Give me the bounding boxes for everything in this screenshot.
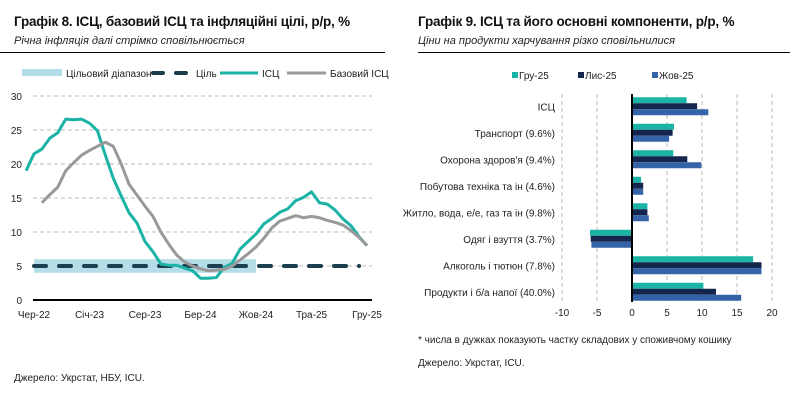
bar bbox=[632, 129, 673, 136]
x-tick-label: 0 bbox=[629, 308, 635, 319]
bar bbox=[632, 123, 674, 130]
left-divider bbox=[0, 52, 385, 53]
y-tick-label: 30 bbox=[11, 92, 23, 103]
x-tick-label: Сер-23 bbox=[129, 310, 162, 321]
x-tick-label: 20 bbox=[766, 308, 778, 319]
x-tick-label: Жов-24 bbox=[239, 310, 274, 321]
legend-swatch bbox=[512, 72, 518, 78]
bar bbox=[591, 241, 632, 248]
bar bbox=[632, 97, 687, 104]
x-tick-label: Чер-22 bbox=[18, 310, 51, 321]
category-label: Продукти і б/а напої (40.0%) bbox=[424, 287, 555, 299]
x-tick-label: 5 bbox=[664, 308, 670, 319]
right-divider bbox=[418, 52, 790, 53]
bar bbox=[632, 262, 762, 269]
bar bbox=[632, 288, 716, 295]
bar bbox=[632, 182, 644, 189]
right-source: Джерело: Укрстат, ICU. bbox=[418, 358, 525, 369]
x-tick-label: Тра-25 bbox=[296, 310, 328, 321]
bar bbox=[632, 135, 670, 142]
left-source: Джерело: Укрстат, НБУ, ICU. bbox=[14, 373, 145, 384]
bar bbox=[632, 188, 644, 195]
x-tick-label: Січ-23 bbox=[75, 310, 105, 321]
legend-swatch bbox=[652, 72, 658, 78]
bar bbox=[632, 150, 674, 157]
y-tick-label: 0 bbox=[16, 296, 22, 307]
y-tick-label: 5 bbox=[16, 262, 22, 273]
right-chart-subtitle: Ціни на продукти харчування різко сповіл… bbox=[418, 35, 676, 47]
legend-swatch bbox=[578, 72, 584, 78]
core-cpi-line bbox=[40, 140, 369, 273]
x-tick-label: -5 bbox=[593, 308, 602, 319]
bar-chart: -10 -5 0 5 10 15 20 ІСЦ Транспорт (9.6%) Охорона … bbox=[403, 71, 778, 319]
x-tick-label: 15 bbox=[731, 308, 743, 319]
x-tick-label: Гру-25 bbox=[352, 310, 382, 321]
legend-label: Цільовий діапазон bbox=[66, 69, 152, 80]
x-tick-label: Бер-24 bbox=[184, 310, 217, 321]
line-chart: 0 5 10 15 20 25 30 Чер-22 Січ-23 Сер-23 Бер-24 Жов-… bbox=[11, 69, 389, 321]
legend-label: Жов-25 bbox=[659, 71, 694, 82]
legend-label: Гру-25 bbox=[519, 71, 549, 82]
cpi-line bbox=[24, 117, 369, 280]
category-label: Транспорт (9.6%) bbox=[475, 129, 555, 140]
bar bbox=[632, 282, 704, 289]
y-tick-label: 15 bbox=[11, 194, 23, 205]
bar bbox=[632, 109, 709, 116]
y-tick-label: 20 bbox=[11, 160, 23, 171]
bar bbox=[632, 203, 648, 210]
bar bbox=[632, 256, 754, 263]
legend-label: ІСЦ bbox=[262, 69, 280, 80]
bar bbox=[632, 156, 688, 163]
category-label: Побутова техніка та ін (4.6%) bbox=[420, 181, 555, 193]
category-label: Одяг і взуття (3.7%) bbox=[463, 235, 555, 246]
legend-label: Лис-25 bbox=[585, 71, 617, 82]
bar bbox=[590, 235, 632, 242]
y-tick-label: 10 bbox=[11, 228, 23, 239]
y-tick-label: 25 bbox=[11, 126, 23, 137]
bar bbox=[632, 209, 648, 216]
category-label: ІСЦ bbox=[538, 102, 556, 113]
legend-label: Ціль bbox=[196, 69, 217, 80]
x-tick-label: -10 bbox=[555, 308, 570, 319]
bar bbox=[632, 176, 642, 183]
right-chart-title: Графік 9. ІСЦ та його основні компоненти… bbox=[418, 14, 735, 29]
x-tick-label: 10 bbox=[696, 308, 708, 319]
left-chart-title: Графік 8. ІСЦ, базовий ІСЦ та інфляційні… bbox=[14, 14, 350, 29]
right-footnote: * числа в дужках показують частку складо… bbox=[418, 335, 732, 346]
category-label: Охорона здоров'я (9.4%) bbox=[440, 155, 555, 166]
bar bbox=[632, 268, 762, 275]
bar bbox=[632, 294, 742, 301]
bar bbox=[632, 103, 698, 110]
bar bbox=[632, 162, 702, 169]
legend-swatch-target-range bbox=[22, 69, 62, 76]
bar bbox=[632, 215, 649, 222]
left-chart-subtitle: Річна інфляція далі стрімко сповільнюєть… bbox=[14, 35, 245, 47]
bar bbox=[590, 229, 632, 236]
category-label: Житло, вода, е/е, газ та ін (9.8%) bbox=[403, 208, 555, 219]
legend-label: Базовий ІСЦ bbox=[330, 69, 389, 80]
category-label: Алкоголь і тютюн (7.8%) bbox=[443, 261, 555, 272]
